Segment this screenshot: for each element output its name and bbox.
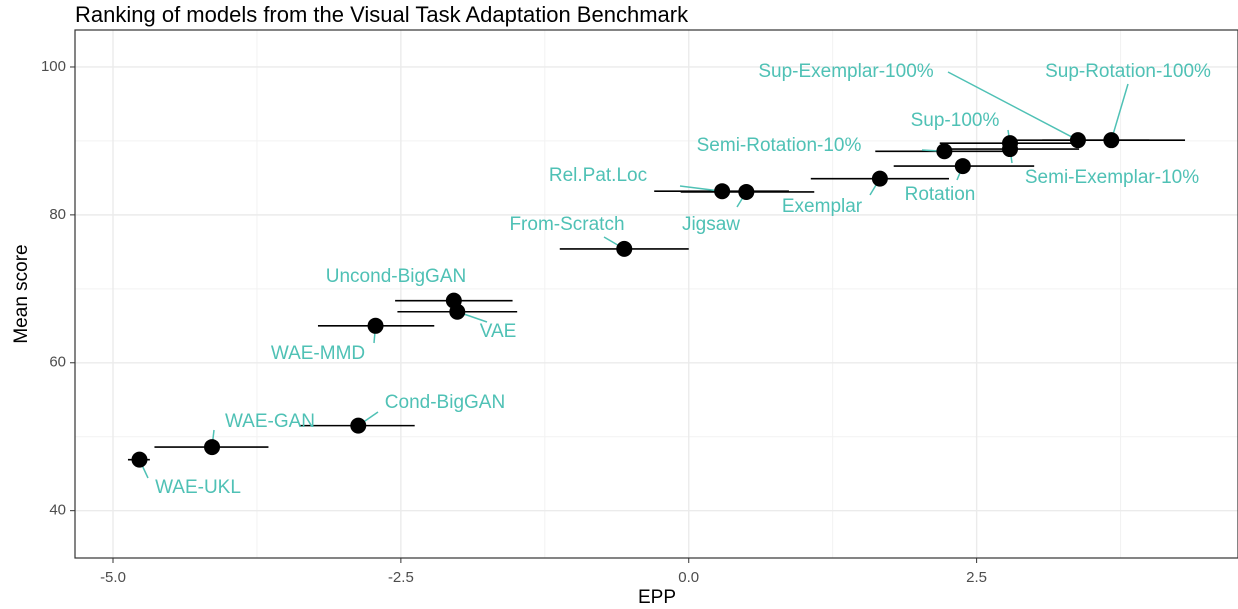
y-tick-label: 80 [49,206,66,223]
point [1002,135,1019,152]
point-label: WAE-UKL [155,477,241,498]
point-label: Rotation [905,184,976,205]
point-label: Semi-Rotation-10% [697,135,862,156]
point-label: Sup-Exemplar-100% [758,61,933,82]
point [738,183,755,200]
point [449,303,466,320]
x-tick-label: -2.5 [388,569,414,586]
point [616,240,633,257]
point [954,158,971,175]
point-label: VAE [480,321,517,342]
point-label: Sup-100% [911,110,1000,131]
point-label: Jigsaw [682,214,740,235]
point-label: Cond-BigGAN [385,392,505,413]
point [714,183,731,200]
plot-background [75,30,1238,558]
point [350,417,367,434]
y-tick-label: 60 [49,354,66,371]
point [1069,132,1086,149]
point [871,170,888,187]
y-tick-label: 100 [41,58,66,75]
point-label: Sup-Rotation-100% [1045,61,1211,82]
point-label: Semi-Exemplar-10% [1025,167,1199,188]
point-label: WAE-GAN [225,411,315,432]
point [204,439,221,456]
x-tick-label: 2.5 [966,569,987,586]
y-axis-label: Mean score [11,244,32,343]
point [936,143,953,160]
x-tick-label: 0.0 [678,569,699,586]
point-label: Rel.Pat.Loc [549,165,647,186]
x-tick-label: -5.0 [100,569,126,586]
point [131,451,148,468]
y-tick-label: 40 [49,502,66,519]
point-label: Exemplar [782,196,863,217]
point-label: WAE-MMD [271,343,365,364]
label-leader [947,71,1079,141]
point [1103,132,1120,149]
point [367,317,384,334]
label-leader [1110,83,1129,141]
point-label: From-Scratch [509,214,624,235]
chart-title: Ranking of models from the Visual Task A… [75,2,689,27]
plot-border [74,29,1238,559]
x-axis-label: EPP [638,587,676,608]
point-label: Uncond-BigGAN [326,266,466,287]
